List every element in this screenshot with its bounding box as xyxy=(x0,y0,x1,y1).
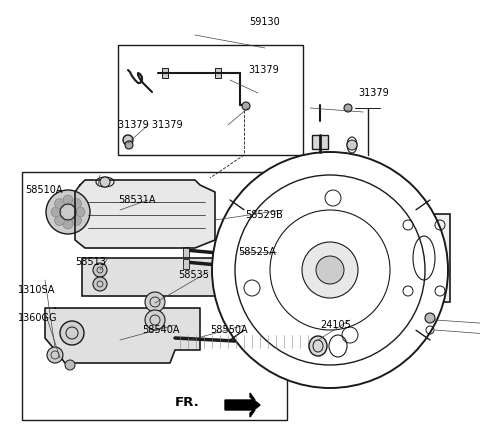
Circle shape xyxy=(344,104,352,112)
Circle shape xyxy=(347,140,357,150)
Text: 31379 31379: 31379 31379 xyxy=(118,120,182,130)
Bar xyxy=(215,68,221,78)
Text: 58535: 58535 xyxy=(178,270,209,280)
Circle shape xyxy=(316,256,344,284)
Circle shape xyxy=(75,207,85,217)
Ellipse shape xyxy=(309,336,327,356)
Bar xyxy=(183,259,189,269)
Circle shape xyxy=(55,198,64,209)
Polygon shape xyxy=(75,180,215,248)
Circle shape xyxy=(145,292,165,312)
Bar xyxy=(82,258,222,296)
Polygon shape xyxy=(225,393,260,417)
Bar xyxy=(162,68,168,78)
Circle shape xyxy=(145,310,165,330)
Text: 1360GG: 1360GG xyxy=(18,313,58,323)
Text: 58513: 58513 xyxy=(75,257,106,267)
Bar xyxy=(398,214,450,302)
Text: 58529B: 58529B xyxy=(245,210,283,220)
Circle shape xyxy=(93,263,107,277)
Text: 58531A: 58531A xyxy=(118,195,156,205)
Circle shape xyxy=(212,152,448,388)
Circle shape xyxy=(51,207,61,217)
Circle shape xyxy=(63,195,73,205)
Circle shape xyxy=(65,360,75,370)
Circle shape xyxy=(100,177,110,187)
Circle shape xyxy=(125,141,133,149)
Circle shape xyxy=(72,198,82,209)
Text: 1310SA: 1310SA xyxy=(18,285,55,295)
Circle shape xyxy=(72,215,82,226)
Bar xyxy=(22,172,287,420)
Circle shape xyxy=(123,135,133,145)
Circle shape xyxy=(93,277,107,291)
Text: 59130: 59130 xyxy=(250,17,280,27)
Bar xyxy=(118,45,303,155)
Bar xyxy=(312,135,328,149)
Circle shape xyxy=(46,190,90,234)
Text: FR.: FR. xyxy=(175,396,200,409)
Circle shape xyxy=(302,242,358,298)
Text: 31379: 31379 xyxy=(358,88,389,98)
Text: 24105: 24105 xyxy=(320,320,351,330)
Circle shape xyxy=(55,215,64,226)
Polygon shape xyxy=(45,308,200,363)
Text: 58525A: 58525A xyxy=(238,247,276,257)
Bar xyxy=(183,247,189,257)
Circle shape xyxy=(425,313,435,323)
Circle shape xyxy=(63,219,73,229)
Text: 58540A: 58540A xyxy=(142,325,180,335)
Text: 31379: 31379 xyxy=(248,65,279,75)
Circle shape xyxy=(242,102,250,110)
Text: 58510A: 58510A xyxy=(25,185,62,195)
Text: 58550A: 58550A xyxy=(210,325,248,335)
Circle shape xyxy=(60,321,84,345)
Circle shape xyxy=(47,347,63,363)
